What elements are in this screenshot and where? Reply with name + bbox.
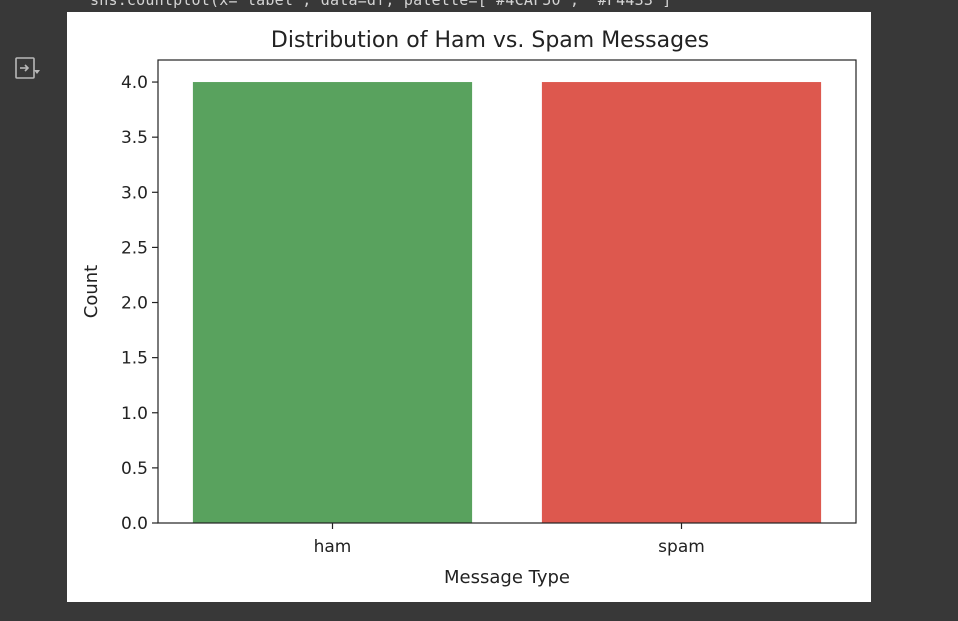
x-tick-label-spam: spam bbox=[658, 537, 705, 557]
y-tick-label: 0.5 bbox=[121, 459, 148, 479]
y-axis-label: Count bbox=[81, 265, 102, 318]
bar-chart: Distribution of Ham vs. Spam Messages 0.… bbox=[81, 28, 857, 588]
y-tick-label: 1.0 bbox=[121, 404, 148, 424]
y-tick-label: 2.0 bbox=[121, 294, 148, 314]
y-axis: 0.0 0.5 1.0 1.5 2.0 2.5 3.0 3.5 4.0 bbox=[121, 73, 158, 534]
bar-spam bbox=[541, 82, 822, 524]
y-tick-label: 2.5 bbox=[121, 238, 148, 258]
y-tick-label: 3.0 bbox=[121, 183, 148, 203]
y-tick-label: 0.0 bbox=[121, 514, 148, 534]
y-tick-label: 1.5 bbox=[121, 349, 148, 369]
chart-figure: Distribution of Ham vs. Spam Messages 0.… bbox=[67, 12, 871, 602]
x-axis: ham spam bbox=[314, 523, 705, 557]
plot-frame bbox=[157, 59, 857, 524]
code-cell-tail: sns.countplot(x='label', data=df, palett… bbox=[0, 0, 958, 12]
y-tick-label: 3.5 bbox=[121, 128, 148, 148]
x-tick-label-ham: ham bbox=[314, 537, 352, 557]
output-toggle-icon[interactable] bbox=[12, 55, 42, 81]
bar-ham bbox=[192, 82, 473, 524]
code-snippet: sns.countplot(x='label', data=df, palett… bbox=[90, 0, 672, 9]
bars-group bbox=[192, 82, 822, 524]
y-tick-label: 4.0 bbox=[121, 73, 148, 93]
x-axis-label: Message Type bbox=[444, 567, 570, 588]
chart-title: Distribution of Ham vs. Spam Messages bbox=[271, 28, 709, 53]
